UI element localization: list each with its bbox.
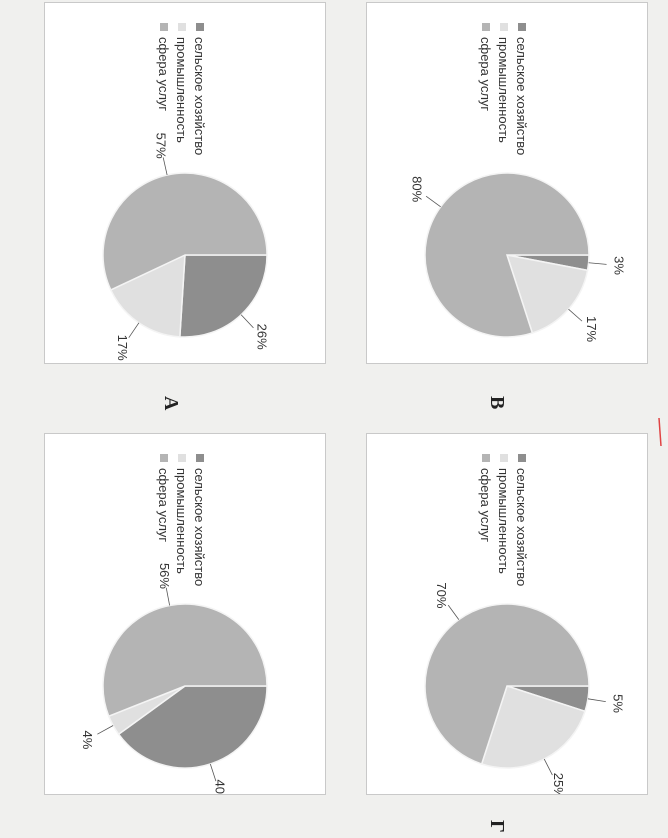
legend-swatch [160,454,168,462]
label-leader-line [165,587,171,606]
legend-swatch [482,23,490,31]
legend-swatch [196,23,204,31]
label-leader-line [128,322,140,338]
legend-v: сельское хозяйство промышленность сфера … [155,454,209,586]
pie-chart-v: 40% 4% 56% [80,563,268,794]
label-leader-line [240,314,254,329]
legend-label: сельское хозяйство [192,468,208,587]
legend-item-industry: промышленность [173,23,191,155]
pie-chart-g: 5% 25% 70% [424,582,626,794]
legend-swatch [482,454,490,462]
legend-label: промышленность [174,468,190,574]
label-leader-line [588,262,607,265]
legend-label: сельское хозяйство [514,37,530,156]
legend-item-services: сфера услуг [477,23,495,155]
pie-slice-services [424,172,590,338]
legend-swatch [518,454,526,462]
pie-chart-a: 26% 17% 57% [102,133,270,361]
panel-letter-a: А [160,396,182,411]
legend-item-industry: промышленность [495,23,513,155]
chart-panel-g: 5% 25% 70% сельское хозяйство промышленнос… [366,433,648,795]
pie-slice-services [102,603,268,718]
legend-label: сельское хозяйство [514,468,530,587]
legend-item-industry: промышленность [495,454,513,586]
data-label-industry: 25% [551,773,566,794]
chart-panel-b: 3% 17% 80% сельское хозяйство промышленнос… [366,2,648,364]
data-label-services: 56% [157,563,172,589]
label-leader-line [425,195,441,208]
chart-panel-v: 40% 4% 56% сельское хозяйство промышленнос… [44,433,326,795]
label-leader-line [587,698,606,703]
data-label-services: 80% [409,176,424,202]
legend-label: промышленность [496,468,512,574]
pie-slice-services [102,172,268,291]
red-pen-mark [658,418,662,446]
legend-label: промышленность [174,37,190,143]
pie-chart-b: 3% 17% 80% [409,172,627,343]
label-leader-line [209,763,217,782]
legend-item-agriculture: сельское хозяйство [513,454,531,586]
legend-item-agriculture: сельское хозяйство [513,23,531,155]
legend-a: сельское хозяйство промышленность сфера … [155,23,209,155]
legend-label: сфера услуг [478,37,494,112]
legend-swatch [518,23,526,31]
legend-label: сфера услуг [156,468,172,543]
legend-swatch [196,454,204,462]
legend-item-industry: промышленность [173,454,191,586]
data-label-agriculture: 40% [213,780,228,794]
pie-slice-services [424,603,590,765]
legend-item-agriculture: сельское хозяйство [191,23,209,155]
pie-slice-agriculture [117,685,268,769]
legend-g: сельское хозяйство промышленность сфера … [477,454,531,586]
data-label-services: 57% [154,133,169,159]
legend-swatch [500,23,508,31]
data-label-agriculture: 3% [612,256,627,275]
legend-item-services: сфера услуг [155,454,173,586]
legend-label: промышленность [496,37,512,143]
legend-swatch [160,23,168,31]
chart-panel-a: 26% 17% 57% сельское хозяйство промышленно… [44,2,326,364]
legend-label: сельское хозяйство [192,37,208,156]
data-label-agriculture: 26% [255,324,270,350]
panel-letter-b: В [486,396,508,410]
label-leader-line [97,725,114,735]
label-leader-line [447,604,460,620]
label-leader-line [162,157,168,176]
data-label-agriculture: 5% [611,694,626,713]
legend-swatch [500,454,508,462]
data-label-industry: 4% [80,731,95,750]
legend-b: сельское хозяйство промышленность сфера … [477,23,531,155]
data-label-industry: 17% [115,335,130,361]
legend-item-services: сфера услуг [155,23,173,155]
data-label-industry: 17% [584,316,599,342]
label-leader-line [568,308,583,322]
legend-item-services: сфера услуг [477,454,495,586]
data-label-services: 70% [434,582,449,608]
legend-label: сфера услуг [156,37,172,112]
legend-swatch [178,454,186,462]
label-leader-line [543,758,553,776]
legend-item-agriculture: сельское хозяйство [191,454,209,586]
panel-letter-g: Г [486,820,508,833]
legend-swatch [178,23,186,31]
legend-label: сфера услуг [478,468,494,543]
